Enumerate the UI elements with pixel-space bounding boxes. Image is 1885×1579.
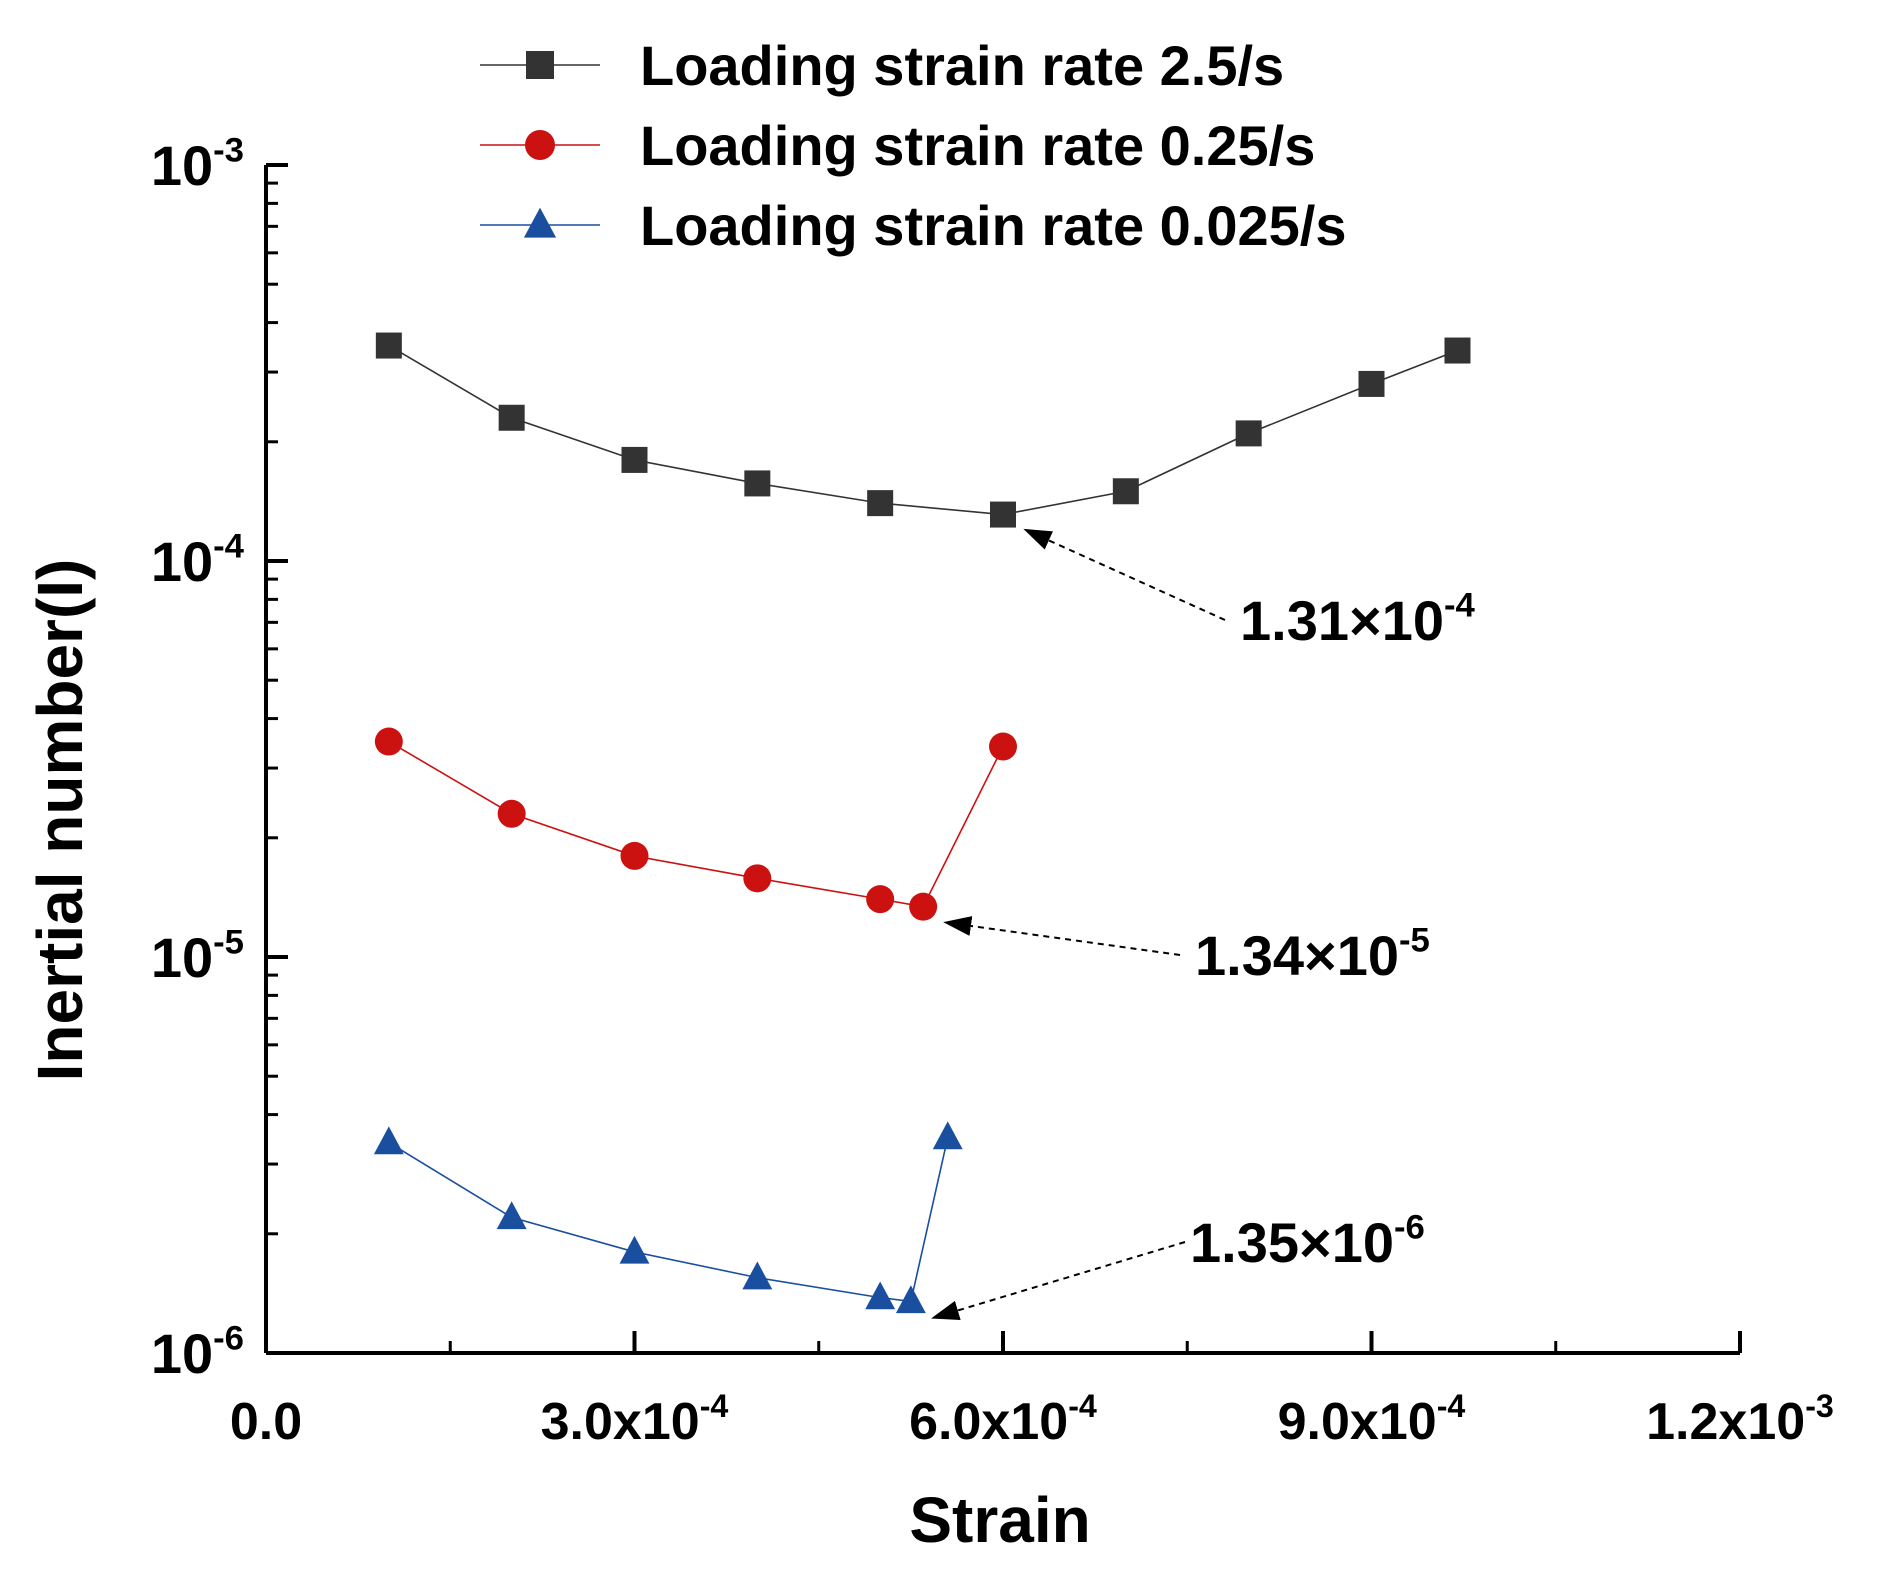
- series-line: [388, 740, 1004, 908]
- data-point: [990, 501, 1016, 528]
- annotation-arrow: [931, 1241, 1186, 1321]
- y-tick-label-exponent: -3: [213, 131, 244, 169]
- y-tick-label-mantissa: 10: [151, 1322, 213, 1385]
- legend-label: Loading strain rate 0.025/s: [640, 194, 1346, 257]
- data-point: [620, 841, 649, 870]
- y-tick-label-mantissa: 10: [151, 134, 213, 197]
- annotation-label-exponent: -5: [1399, 921, 1430, 959]
- data-point: [374, 727, 403, 756]
- series-line: [388, 1137, 949, 1303]
- data-point: [932, 1121, 963, 1150]
- data-point: [743, 864, 772, 893]
- legend-item-2: Loading strain rate 0.25/s: [480, 114, 1315, 177]
- annotation-label-exponent: -6: [1394, 1208, 1425, 1246]
- annotation-arrow: [943, 916, 1181, 956]
- legend-label: Loading strain rate 0.25/s: [640, 114, 1315, 177]
- y-tick-label: 10-4: [151, 527, 245, 593]
- data-point: [619, 1235, 650, 1264]
- series-1: [375, 332, 1471, 528]
- x-tick-label-mantissa: 0.0: [230, 1393, 302, 1451]
- data-point: [867, 490, 894, 517]
- x-tick-label-mantissa: 1.2x10: [1646, 1393, 1805, 1451]
- y-tick-label: 10-5: [151, 923, 244, 989]
- data-point: [895, 1285, 926, 1314]
- y-axis-title: Inertial number(I): [24, 559, 96, 1082]
- y-axis: 10-310-410-510-6: [151, 131, 288, 1385]
- x-tick-label-mantissa: 3.0x10: [541, 1393, 700, 1451]
- data-point: [1235, 420, 1262, 447]
- legend-marker: [525, 130, 555, 160]
- data-point: [621, 446, 648, 473]
- annotation-label-mantissa: 1.31×10: [1240, 589, 1444, 652]
- y-tick-label-exponent: -5: [213, 923, 244, 961]
- y-tick-label-exponent: -4: [213, 527, 245, 565]
- data-point: [865, 1281, 896, 1310]
- data-point: [496, 1201, 527, 1230]
- legend-item-3: Loading strain rate 0.025/s: [480, 194, 1346, 257]
- annotation-label: 1.35×10-6: [1190, 1208, 1425, 1274]
- x-axis: 0.0 3.0x10-4 6.0x10-4 9.0x10-4 1.2x10-3: [230, 1331, 1834, 1451]
- annotation-label: 1.31×10-4: [1240, 586, 1476, 652]
- x-tick-label-exponent: -4: [1437, 1388, 1466, 1424]
- data-point: [498, 404, 525, 431]
- annotation-label-mantissa: 1.35×10: [1190, 1211, 1394, 1274]
- data-point: [375, 332, 402, 359]
- legend-marker: [523, 207, 557, 238]
- data-point: [742, 1261, 773, 1290]
- y-tick-label-mantissa: 10: [151, 926, 213, 989]
- legend-marker: [526, 51, 554, 79]
- x-tick-label: 3.0x10-4: [541, 1388, 729, 1451]
- x-tick-label-exponent: -3: [1805, 1388, 1834, 1424]
- data-point: [373, 1126, 404, 1155]
- y-tick-label: 10-6: [151, 1319, 244, 1385]
- x-tick-label-exponent: -4: [1068, 1388, 1097, 1424]
- x-tick-label-exponent: -4: [700, 1388, 729, 1424]
- series-line: [388, 344, 1458, 516]
- annotation-label-exponent: -4: [1444, 586, 1476, 624]
- data-point: [909, 892, 938, 921]
- legend-label: Loading strain rate 2.5/s: [640, 34, 1284, 97]
- annotation-label-mantissa: 1.34×10: [1195, 924, 1399, 987]
- data-point: [1444, 337, 1471, 364]
- x-axis-title: Strain: [909, 1484, 1090, 1556]
- x-tick-label-mantissa: 9.0x10: [1278, 1393, 1437, 1451]
- x-tick-label: 0.0: [230, 1393, 302, 1451]
- annotation-label: 1.34×10-5: [1195, 921, 1430, 987]
- data-point: [744, 470, 771, 497]
- y-tick-label-mantissa: 10: [151, 530, 213, 593]
- x-tick-label: 1.2x10-3: [1646, 1388, 1834, 1451]
- series-layer: [373, 332, 1471, 1314]
- legend-item-1: Loading strain rate 2.5/s: [480, 34, 1284, 97]
- y-tick-label: 10-3: [151, 131, 244, 197]
- data-point: [497, 799, 526, 828]
- x-tick-label: 9.0x10-4: [1278, 1388, 1466, 1451]
- data-point: [866, 885, 895, 914]
- annotation-arrow: [1023, 528, 1226, 621]
- x-tick-label-mantissa: 6.0x10: [909, 1393, 1068, 1451]
- legend: Loading strain rate 2.5/s Loading strain …: [480, 34, 1346, 257]
- data-point: [1112, 478, 1139, 505]
- x-tick-label: 6.0x10-4: [909, 1388, 1097, 1451]
- data-point: [1358, 370, 1385, 397]
- series-3: [373, 1121, 963, 1314]
- y-tick-label-exponent: -6: [213, 1319, 244, 1357]
- series-2: [374, 727, 1017, 921]
- data-point: [989, 732, 1017, 761]
- annotation-layer: 1.31×10-4 1.34×10-5 1.35×10-6: [931, 528, 1476, 1321]
